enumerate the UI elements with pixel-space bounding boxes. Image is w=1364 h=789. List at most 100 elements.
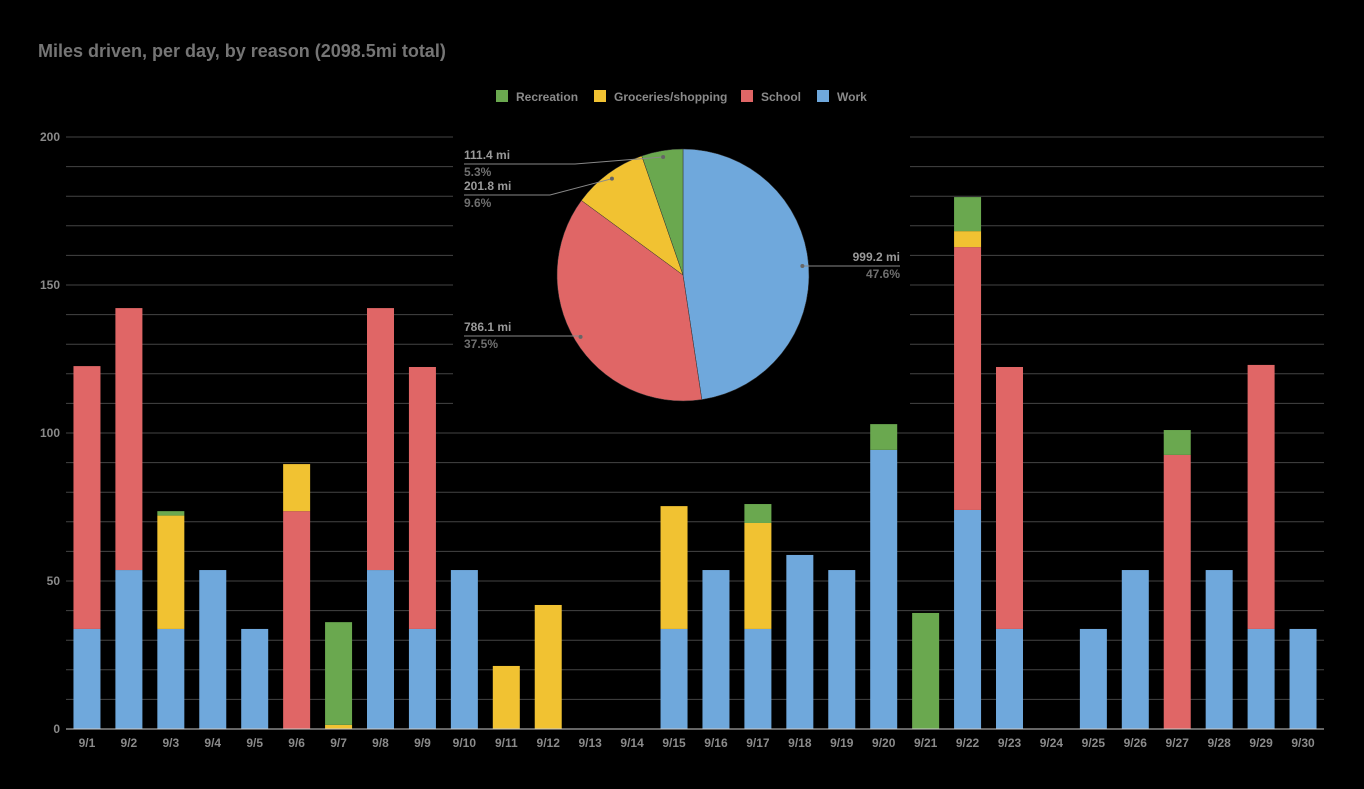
x-tick-label: 9/1	[79, 736, 96, 750]
bar-segment-recreation	[954, 197, 982, 232]
bar-segment-groceries-shopping	[534, 604, 562, 729]
pie-percent-label: 47.6%	[866, 267, 900, 281]
pie-percent-label: 9.6%	[464, 196, 492, 210]
legend-label: School	[761, 90, 801, 104]
pie-label-recreation: 111.4 mi 5.3%	[464, 148, 666, 179]
y-tick-label: 100	[40, 426, 60, 440]
bar-stack-9-28	[1205, 570, 1233, 729]
bar-segment-work	[1247, 628, 1275, 729]
legend-item-recreation: Recreation	[496, 90, 578, 104]
leader-dot	[800, 264, 805, 269]
bar-stack-9-11	[492, 665, 520, 729]
x-tick-label: 9/7	[330, 736, 347, 750]
x-tick-label: 9/14	[620, 736, 644, 750]
pie-label-work: 999.2 mi 47.6%	[800, 250, 900, 281]
x-tick-label: 9/12	[537, 736, 561, 750]
x-tick-label: 9/6	[288, 736, 305, 750]
bar-segment-recreation	[870, 424, 898, 450]
bar-segment-work	[157, 628, 185, 729]
bar-stack-9-3	[157, 511, 185, 729]
bar-segment-work	[450, 570, 478, 729]
bar-segment-school	[1247, 364, 1275, 629]
bar-stack-9-6	[283, 464, 311, 729]
leader-dot	[578, 334, 583, 339]
bar-segment-work	[954, 509, 982, 729]
bar-segment-work	[1205, 570, 1233, 729]
bar-segment-groceries-shopping	[954, 231, 982, 248]
bar-segment-work	[241, 628, 269, 729]
x-tick-label: 9/4	[204, 736, 221, 750]
x-tick-label: 9/18	[788, 736, 812, 750]
x-tick-label: 9/15	[662, 736, 686, 750]
bar-segment-school	[1163, 454, 1191, 729]
y-axis-ticks: 0 50 100 150 200	[40, 130, 60, 736]
pie-slice-school	[556, 200, 703, 402]
bar-segment-work	[870, 449, 898, 729]
pie-chart: 999.2 mi 47.6% 786.1 mi 37.5% 201.8 mi 9.6% 11…	[453, 132, 910, 404]
y-tick-label: 0	[53, 722, 60, 736]
bar-stack-9-9	[408, 366, 436, 729]
bar-segment-groceries-shopping	[492, 665, 520, 729]
leader-line	[464, 178, 613, 196]
bar-segment-groceries-shopping	[325, 724, 353, 729]
bar-segment-work	[73, 628, 101, 729]
pie-slice-groceries-shopping	[581, 155, 684, 276]
bar-stack-9-10	[450, 570, 478, 729]
pie-percent-label: 37.5%	[464, 337, 498, 351]
bar-segment-school	[996, 366, 1023, 629]
pie-value-label: 786.1 mi	[464, 320, 511, 334]
pie-label-groceries-shopping: 201.8 mi 9.6%	[464, 176, 614, 210]
chart-title: Miles driven, per day, by reason (2098.5…	[38, 41, 446, 61]
legend-swatch	[817, 90, 829, 102]
legend-label: Recreation	[516, 90, 578, 104]
bar-segment-work	[1079, 628, 1107, 729]
x-tick-label: 9/19	[830, 736, 854, 750]
leader-dot	[609, 176, 614, 181]
bar-segment-recreation	[912, 612, 940, 729]
leader-dot	[661, 154, 666, 159]
bar-stack-9-5	[241, 628, 269, 729]
x-axis-ticks: 9/1 9/2 9/3 9/4 9/5 9/6 9/7 9/8 9/9 9/10 9/11 9/12 9…	[79, 736, 1315, 750]
x-tick-label: 9/11	[495, 736, 518, 750]
bar-segment-work	[1121, 570, 1149, 729]
x-tick-label: 9/9	[414, 736, 431, 750]
x-tick-label: 9/24	[1040, 736, 1064, 750]
bar-stack-9-25	[1079, 628, 1107, 729]
pie-label-school: 786.1 mi 37.5%	[464, 320, 583, 351]
x-tick-label: 9/21	[914, 736, 938, 750]
bar-segment-school	[954, 247, 982, 510]
bar-segment-school	[367, 308, 394, 571]
legend-label: Groceries/shopping	[614, 90, 727, 104]
y-tick-label: 200	[40, 130, 60, 144]
bar-segment-recreation	[325, 622, 353, 725]
bar-stack-9-17	[744, 504, 772, 729]
leader-line	[464, 156, 664, 165]
x-tick-label: 9/29	[1249, 736, 1273, 750]
bar-segment-work	[828, 570, 856, 729]
bar-segment-work	[744, 628, 772, 729]
bar-stack-9-22	[954, 197, 982, 729]
legend-item-work: Work	[817, 90, 867, 104]
bar-segment-school	[115, 308, 143, 571]
pie-percent-label: 5.3%	[464, 165, 492, 179]
legend-item-groceries-shopping: Groceries/shopping	[594, 90, 727, 104]
bar-segment-work	[367, 570, 394, 729]
x-tick-label: 9/3	[162, 736, 179, 750]
bar-segment-groceries-shopping	[660, 506, 688, 629]
pie-slice-recreation	[641, 148, 684, 276]
x-tick-label: 9/23	[998, 736, 1022, 750]
bar-stack-9-18	[786, 554, 814, 729]
x-tick-label: 9/17	[746, 736, 770, 750]
bar-segment-work	[996, 628, 1023, 729]
bar-stack-9-1	[73, 366, 101, 729]
x-tick-label: 9/26	[1124, 736, 1148, 750]
bar-segment-school	[408, 366, 436, 629]
bar-stack-9-15	[660, 506, 688, 729]
bar-stack-9-7	[325, 622, 353, 729]
bar-stack-9-2	[115, 308, 143, 729]
bar-stack-9-8	[367, 308, 394, 729]
bar-segment-recreation	[1163, 430, 1191, 455]
bar-segment-work	[1289, 628, 1317, 729]
bars	[73, 197, 1317, 729]
